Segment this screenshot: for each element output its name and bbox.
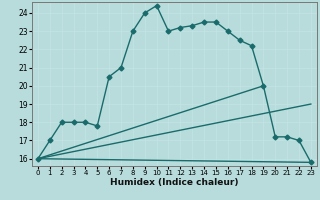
X-axis label: Humidex (Indice chaleur): Humidex (Indice chaleur) bbox=[110, 178, 239, 187]
